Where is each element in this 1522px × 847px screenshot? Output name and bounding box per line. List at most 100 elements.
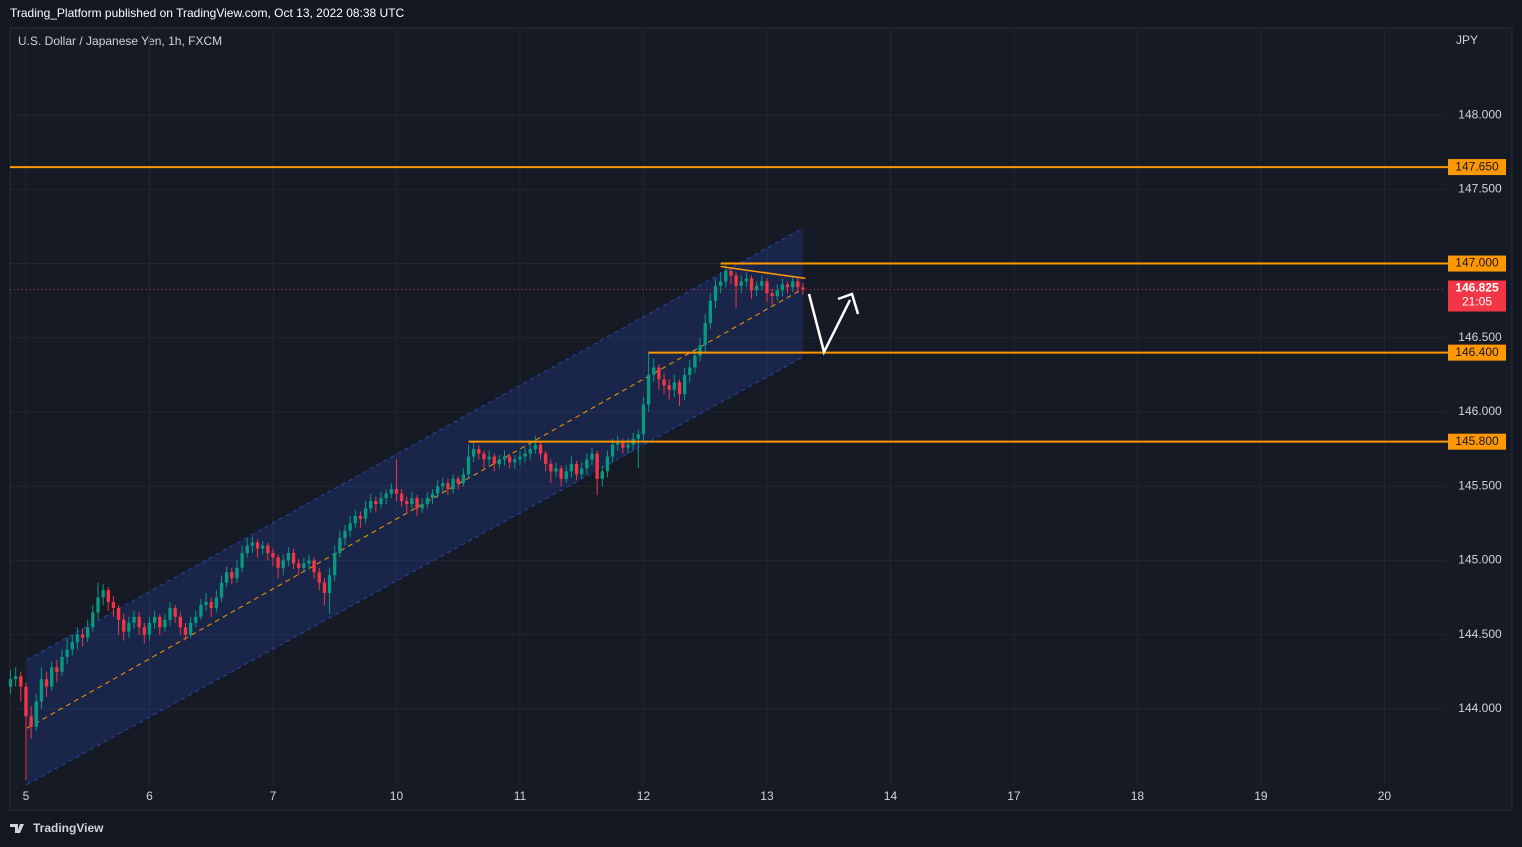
candle-body	[528, 449, 532, 454]
candle-body	[106, 590, 110, 602]
candle-body	[502, 456, 507, 460]
candle-body	[657, 367, 661, 380]
candle-body	[286, 553, 291, 561]
current-price-label: 146.825	[1455, 281, 1499, 295]
candle-body	[749, 278, 754, 291]
candle-body	[384, 493, 388, 499]
candle-body	[358, 515, 363, 519]
level-label-box	[1448, 433, 1506, 450]
candle-body	[466, 456, 471, 475]
candle-body	[50, 667, 54, 687]
level-label-box	[1448, 255, 1506, 272]
candle-body	[497, 459, 502, 464]
candle-body	[137, 616, 141, 628]
candle-body	[60, 656, 64, 672]
level-label: 145.800	[1455, 434, 1499, 448]
publish-header: Trading_Platform published on TradingVie…	[10, 6, 405, 20]
y-tick-label: 144.000	[1458, 701, 1502, 715]
candle-body	[245, 545, 249, 554]
candle-body	[24, 686, 28, 717]
tradingview-logo	[10, 824, 24, 833]
x-tick-label: 11	[514, 789, 527, 803]
channel-mid	[26, 288, 804, 729]
candle-body	[477, 449, 481, 454]
trendline	[720, 265, 806, 280]
candle-body	[780, 284, 785, 291]
candle-body	[718, 281, 723, 286]
candle-body	[250, 542, 255, 546]
arrow-path	[807, 293, 852, 356]
candle-body	[75, 634, 80, 643]
drawn-arrow	[807, 292, 860, 356]
candle-body	[327, 575, 332, 594]
candle-body	[55, 667, 59, 672]
candle-body	[343, 530, 347, 539]
candle-body	[554, 468, 558, 472]
candle-body	[260, 545, 265, 549]
candle-body	[544, 453, 548, 464]
candle-body	[698, 345, 702, 356]
candle-body	[605, 456, 610, 472]
candle-body	[91, 612, 95, 628]
candle-body	[595, 453, 599, 479]
candle-body	[616, 441, 620, 445]
candle-body	[70, 642, 74, 650]
candle-body	[621, 441, 625, 448]
level-label-box	[1448, 159, 1506, 176]
y-tick-label: 147.500	[1458, 182, 1502, 196]
candle-body	[240, 553, 244, 568]
candle-body	[122, 619, 126, 632]
candle-body	[224, 572, 229, 583]
candle-body	[652, 367, 656, 375]
candle-body	[446, 483, 450, 490]
candle-body	[713, 285, 718, 301]
candle-body	[729, 270, 733, 276]
candle-body	[219, 582, 224, 598]
candle-body	[667, 385, 671, 390]
candle-body	[276, 557, 280, 568]
candle-body	[580, 468, 584, 475]
channel-fill	[26, 227, 803, 785]
y-tick-label: 144.500	[1458, 627, 1502, 641]
candle-body	[132, 616, 136, 623]
candle-body	[734, 275, 738, 286]
candle-body	[760, 281, 764, 286]
candle-body	[754, 285, 759, 291]
candle-body	[96, 597, 100, 613]
x-tick-label: 6	[146, 789, 153, 803]
candle-body	[255, 542, 260, 549]
candle-body	[183, 627, 188, 635]
candle-body	[590, 453, 594, 460]
candle-body	[482, 453, 486, 460]
candle-body	[739, 281, 743, 286]
candle-body	[127, 622, 131, 632]
candle-body	[204, 601, 208, 605]
candle-body	[389, 489, 393, 494]
candle-body	[363, 508, 368, 519]
candle-body	[770, 293, 774, 297]
candle-body	[744, 278, 749, 282]
candle-body	[168, 607, 172, 620]
candle-body	[173, 607, 177, 617]
candle-body	[636, 434, 640, 439]
candle-body	[338, 538, 342, 554]
candle-body	[672, 382, 676, 390]
candle-body	[199, 604, 203, 617]
candle-body	[399, 493, 404, 502]
x-tick-label: 10	[390, 789, 404, 803]
candle-body	[791, 281, 795, 288]
candle-body	[271, 553, 275, 558]
candle-body	[147, 622, 152, 635]
y-tick-label: 145.000	[1458, 553, 1502, 567]
candle-body	[44, 679, 49, 687]
candle-body	[538, 444, 543, 454]
candle-body	[188, 622, 193, 635]
candle-body	[322, 582, 327, 594]
x-tick-label: 18	[1131, 789, 1145, 803]
candle-body	[312, 560, 316, 573]
candle-body	[569, 463, 574, 472]
candle-body	[513, 459, 517, 463]
candle-body	[682, 374, 687, 395]
